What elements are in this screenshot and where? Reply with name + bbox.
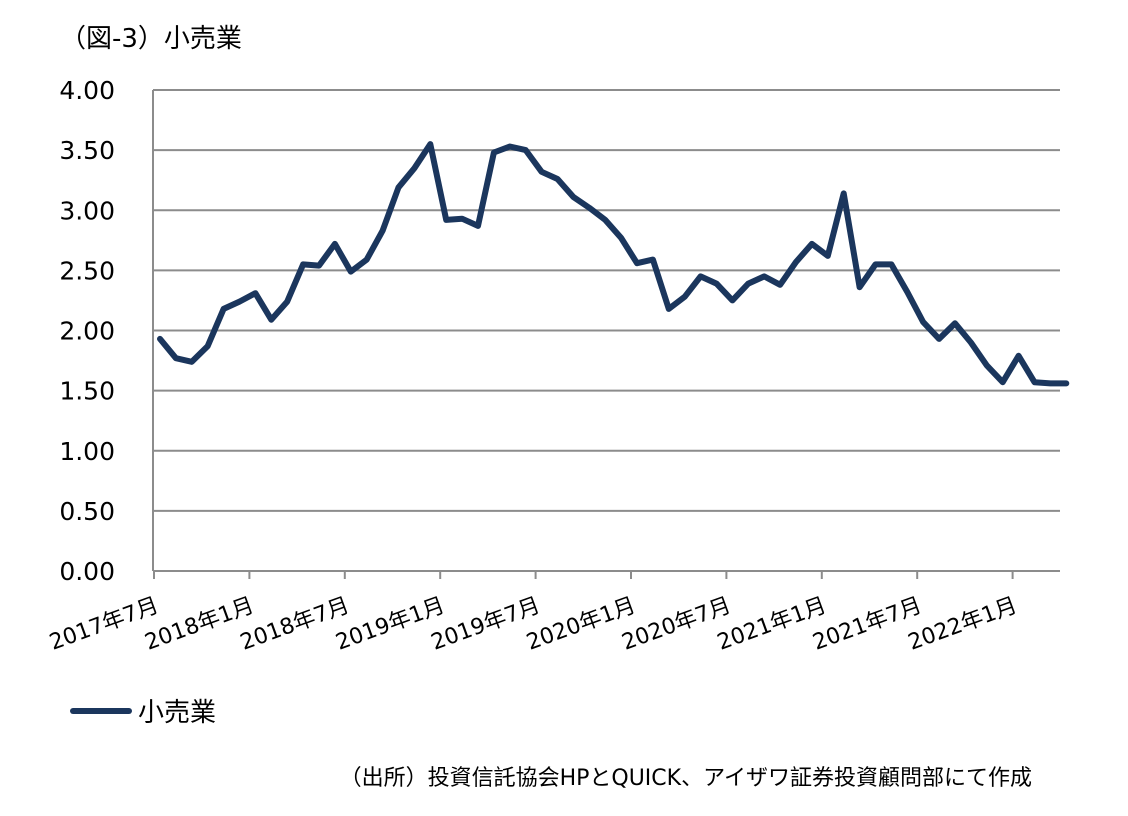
x-tick-label: 2022年1月 bbox=[905, 593, 1021, 655]
y-tick-label: 0.00 bbox=[59, 557, 115, 586]
legend: 小売業 bbox=[70, 692, 216, 729]
source-note: （出所）投資信託協会HPとQUICK、アイザワ証券投資顧問部にて作成 bbox=[339, 766, 1032, 791]
x-tick-label: 2021年7月 bbox=[810, 593, 926, 655]
legend-swatch bbox=[70, 707, 132, 714]
x-tick-label: 2020年7月 bbox=[619, 593, 735, 655]
x-tick-label: 2018年7月 bbox=[237, 593, 353, 655]
x-tick-label: 2020年1月 bbox=[523, 593, 639, 655]
legend-label: 小売業 bbox=[138, 698, 217, 728]
chart-title: （図-3）小売業 bbox=[60, 24, 242, 54]
y-tick-label: 4.00 bbox=[59, 76, 115, 105]
y-tick-label: 0.50 bbox=[59, 497, 115, 526]
y-tick-label: 2.00 bbox=[59, 317, 115, 346]
x-tick-label: 2017年7月 bbox=[46, 593, 162, 655]
y-tick-label: 3.50 bbox=[59, 136, 115, 165]
series-layer bbox=[157, 141, 1070, 387]
y-tick-label: 1.00 bbox=[59, 437, 115, 466]
y-tick-label: 1.50 bbox=[59, 377, 115, 406]
x-tick-label: 2021年1月 bbox=[714, 593, 830, 655]
series-line bbox=[157, 141, 1070, 387]
x-tick-label: 2018年1月 bbox=[142, 593, 258, 655]
gridlines bbox=[153, 89, 1060, 572]
x-tick-label: 2019年7月 bbox=[428, 593, 544, 655]
y-axis-ticks: 0.00 0.50 1.00 1.50 2.00 2.50 3.00 3.50 4.00 bbox=[59, 76, 115, 586]
x-tick-label: 2019年1月 bbox=[333, 593, 449, 655]
axes bbox=[152, 90, 1060, 579]
y-tick-label: 3.00 bbox=[59, 196, 115, 225]
y-tick-label: 2.50 bbox=[59, 256, 115, 285]
x-axis-ticks: 2017年7月2018年1月2018年7月2019年1月2019年7月2020年… bbox=[46, 593, 1020, 655]
